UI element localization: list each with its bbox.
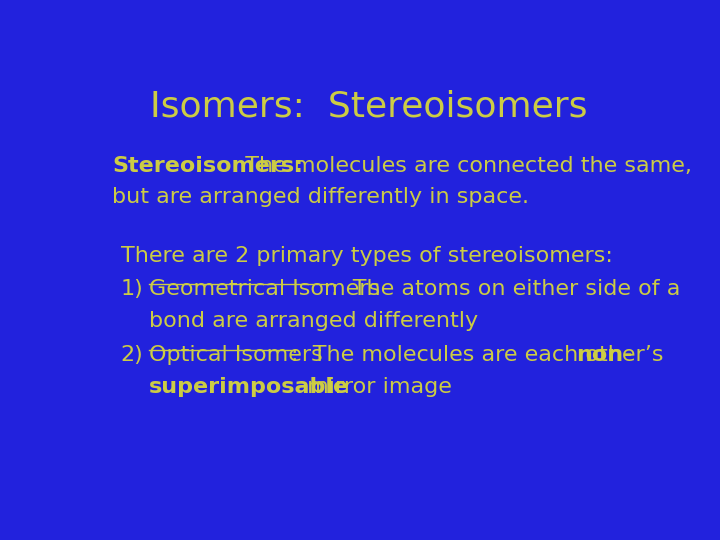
Text: non-: non-	[577, 346, 633, 366]
Text: Geometrical Isomers: Geometrical Isomers	[148, 279, 379, 299]
Text: but are arranged differently in space.: but are arranged differently in space.	[112, 187, 529, 207]
Text: :  The atoms on either side of a: : The atoms on either side of a	[331, 279, 680, 299]
Text: mirror image: mirror image	[300, 377, 451, 397]
Text: Stereoisomers:: Stereoisomers:	[112, 156, 303, 176]
Text: superimposable: superimposable	[148, 377, 348, 397]
Text: bond are arranged differently: bond are arranged differently	[148, 311, 477, 331]
Text: There are 2 primary types of stereoisomers:: There are 2 primary types of stereoisome…	[121, 246, 613, 266]
Text: Isomers:  Stereoisomers: Isomers: Stereoisomers	[150, 90, 588, 124]
Text: 2): 2)	[121, 346, 143, 366]
Text: The molecules are connected the same,: The molecules are connected the same,	[231, 156, 692, 176]
Text: Optical Isomers: Optical Isomers	[148, 346, 323, 366]
Text: :  The molecules are each other’s: : The molecules are each other’s	[291, 346, 670, 366]
Text: 1): 1)	[121, 279, 143, 299]
